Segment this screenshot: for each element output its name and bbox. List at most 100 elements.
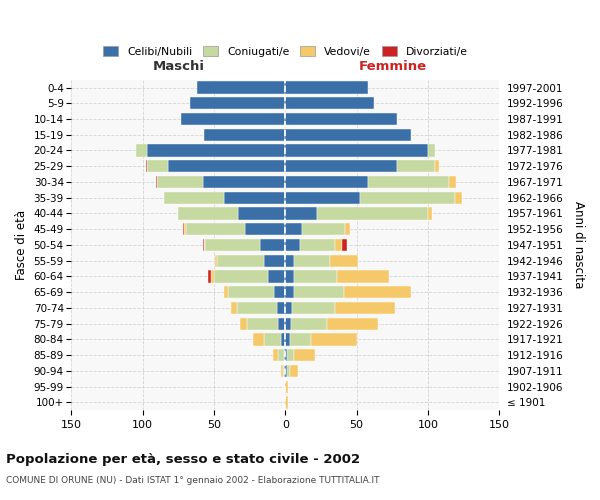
Bar <box>164 192 224 204</box>
Bar <box>272 349 278 362</box>
Bar <box>290 365 298 377</box>
Bar <box>302 223 345 235</box>
Bar <box>397 160 435 172</box>
Bar <box>208 270 211 282</box>
Bar <box>343 239 347 251</box>
Bar <box>287 349 294 362</box>
Bar <box>214 270 268 282</box>
Bar <box>224 286 229 298</box>
Bar <box>264 334 281 345</box>
Bar <box>205 239 260 251</box>
Bar <box>286 239 299 251</box>
Bar <box>286 82 368 94</box>
Bar <box>136 144 147 156</box>
Bar <box>286 254 294 267</box>
Bar <box>147 160 169 172</box>
Bar <box>329 254 358 267</box>
Bar <box>299 239 335 251</box>
Bar <box>327 318 378 330</box>
Bar <box>157 176 203 188</box>
Bar <box>284 349 286 362</box>
Bar <box>169 160 286 172</box>
Bar <box>286 160 397 172</box>
Bar <box>240 318 247 330</box>
Bar <box>455 192 462 204</box>
Bar <box>317 208 428 220</box>
Bar <box>204 239 205 251</box>
Bar <box>294 254 329 267</box>
Bar <box>294 349 316 362</box>
Bar <box>287 365 290 377</box>
Bar <box>286 208 317 220</box>
Bar <box>155 176 157 188</box>
Bar <box>286 144 428 156</box>
Bar <box>203 239 204 251</box>
Y-axis label: Anni di nascita: Anni di nascita <box>572 202 585 288</box>
Bar <box>311 334 356 345</box>
Bar <box>197 82 286 94</box>
Bar <box>286 270 294 282</box>
Bar <box>253 334 264 345</box>
Bar <box>283 365 284 377</box>
Bar <box>178 208 238 220</box>
Bar <box>335 302 395 314</box>
Legend: Celibi/Nubili, Coniugati/e, Vedovi/e, Divorziati/e: Celibi/Nubili, Coniugati/e, Vedovi/e, Di… <box>99 42 472 62</box>
Bar <box>284 365 286 377</box>
Bar <box>286 380 288 393</box>
Bar <box>268 270 286 282</box>
Bar <box>286 365 287 377</box>
Bar <box>182 223 184 235</box>
Bar <box>359 192 455 204</box>
Bar <box>286 192 359 204</box>
Bar <box>147 144 286 156</box>
Bar <box>292 302 335 314</box>
Bar <box>428 144 435 156</box>
Bar <box>184 223 185 235</box>
Bar <box>274 286 286 298</box>
Bar <box>238 208 286 220</box>
Bar <box>278 318 286 330</box>
Bar <box>286 396 288 408</box>
Bar <box>286 113 397 125</box>
Bar <box>335 239 343 251</box>
Bar <box>215 254 217 267</box>
Bar <box>229 286 274 298</box>
Bar <box>294 286 344 298</box>
Bar <box>281 334 286 345</box>
Bar <box>290 334 311 345</box>
Bar <box>181 113 286 125</box>
Bar <box>247 318 278 330</box>
Bar <box>217 254 264 267</box>
Bar <box>345 223 350 235</box>
Bar <box>286 286 294 298</box>
Bar <box>277 302 286 314</box>
Bar <box>224 192 286 204</box>
Bar <box>286 97 374 110</box>
Bar <box>185 223 245 235</box>
Bar <box>435 160 439 172</box>
Text: COMUNE DI ORUNE (NU) - Dati ISTAT 1° gennaio 2002 - Elaborazione TUTTITALIA.IT: COMUNE DI ORUNE (NU) - Dati ISTAT 1° gen… <box>6 476 380 485</box>
Bar <box>344 286 411 298</box>
Bar <box>260 239 286 251</box>
Bar <box>286 302 292 314</box>
Bar <box>294 270 337 282</box>
Bar <box>264 254 286 267</box>
Bar <box>237 302 277 314</box>
Bar <box>245 223 286 235</box>
Bar <box>286 349 287 362</box>
Bar <box>449 176 457 188</box>
Bar <box>286 223 302 235</box>
Bar <box>190 97 286 110</box>
Y-axis label: Fasce di età: Fasce di età <box>15 210 28 280</box>
Text: Popolazione per età, sesso e stato civile - 2002: Popolazione per età, sesso e stato civil… <box>6 452 360 466</box>
Bar <box>286 318 291 330</box>
Bar <box>428 208 432 220</box>
Bar <box>286 334 290 345</box>
Bar <box>281 365 283 377</box>
Bar <box>146 160 147 172</box>
Bar <box>231 302 237 314</box>
Bar <box>211 270 214 282</box>
Bar <box>286 128 411 141</box>
Bar <box>337 270 389 282</box>
Bar <box>286 176 368 188</box>
